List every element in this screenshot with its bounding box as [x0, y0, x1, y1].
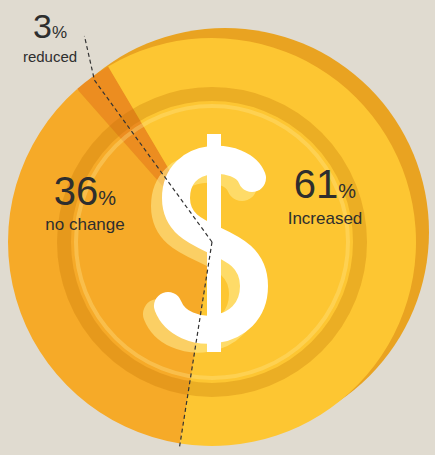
- value-label: 36%: [54, 169, 117, 213]
- value-unit: %: [98, 187, 116, 209]
- value-number: 61: [294, 162, 339, 206]
- background: [0, 0, 435, 455]
- value-label: 61%: [294, 162, 357, 206]
- value-number: 36: [54, 169, 99, 213]
- slice-boundary: [179, 242, 212, 447]
- value-unit: %: [338, 180, 356, 202]
- value-number: 3: [33, 7, 52, 45]
- category-label: no change: [45, 215, 124, 234]
- category-label: reduced: [23, 48, 77, 65]
- category-label: Increased: [288, 209, 363, 228]
- chart: 36% no change 3% reduced 61% Increased: [0, 0, 435, 455]
- leader-line: [84, 36, 212, 242]
- dollar-bar: [207, 134, 221, 352]
- value-unit: %: [52, 23, 67, 42]
- value-label: 3%: [33, 7, 67, 45]
